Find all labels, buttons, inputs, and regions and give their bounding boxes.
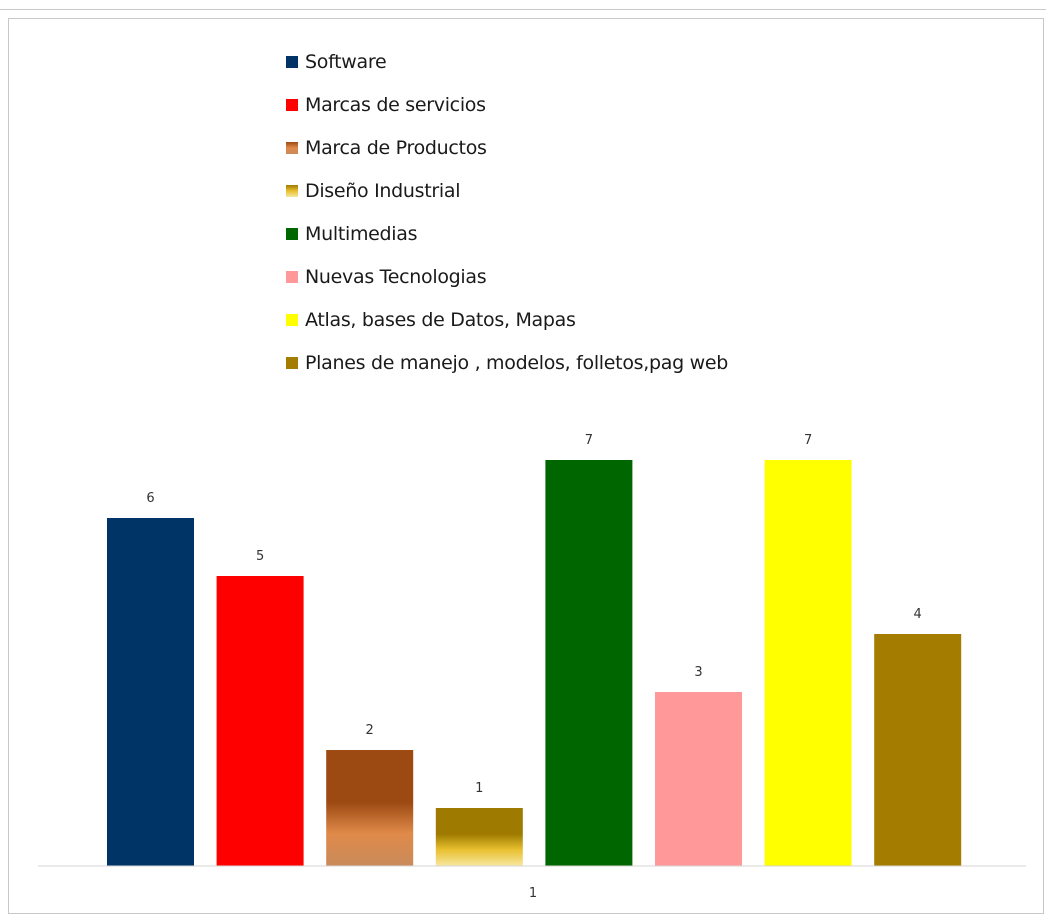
bars-group <box>107 460 962 866</box>
bar <box>545 460 633 866</box>
bar-data-label: 2 <box>366 723 374 738</box>
legend-swatch <box>286 356 298 369</box>
bar-data-label: 7 <box>804 433 812 448</box>
legend-item: Nuevas Tecnologias <box>286 255 728 298</box>
legend-label: Software <box>305 50 387 73</box>
bar-data-label: 1 <box>475 781 483 796</box>
bar <box>107 518 194 866</box>
legend-item: Software <box>286 40 728 83</box>
legend-label: Nuevas Tecnologias <box>305 265 487 288</box>
bar <box>326 750 414 866</box>
legend-swatch <box>286 270 298 283</box>
bar <box>216 576 304 866</box>
sheet-top-rule <box>0 9 1046 10</box>
legend-label: Marca de Productos <box>305 136 487 159</box>
legend-item: Diseño Industrial <box>286 169 728 212</box>
legend-swatch <box>286 313 298 326</box>
legend-swatch <box>286 141 298 154</box>
legend-swatch <box>286 227 298 240</box>
legend-swatch <box>286 184 298 197</box>
chart-legend: Software Marcas de servicios Marca de Prod… <box>286 40 728 384</box>
legend-item: Marcas de servicios <box>286 83 728 126</box>
legend-item: Atlas, bases de Datos, Mapas <box>286 298 728 341</box>
bar-data-label: 3 <box>694 665 702 680</box>
legend-label: Marcas de servicios <box>305 93 486 116</box>
legend-label: Multimedias <box>305 222 418 245</box>
legend-item: Marca de Productos <box>286 126 728 169</box>
legend-label: Diseño Industrial <box>305 179 461 202</box>
bar-data-label: 7 <box>585 433 593 448</box>
bar <box>435 808 523 866</box>
legend-item: Planes de manejo , modelos, folletos,pag… <box>286 341 728 384</box>
bar <box>874 634 962 866</box>
x-category-label: 1 <box>529 886 537 901</box>
legend-swatch <box>286 55 298 68</box>
bar-data-label: 6 <box>146 491 154 506</box>
legend-swatch <box>286 98 298 111</box>
bar <box>655 692 742 866</box>
legend-label: Planes de manejo , modelos, folletos,pag… <box>305 351 728 374</box>
bar-data-label: 4 <box>914 607 922 622</box>
data-labels-group: 6 5 2 1 7 3 7 4 <box>146 433 921 796</box>
legend-label: Atlas, bases de Datos, Mapas <box>305 308 576 331</box>
bar-data-label: 5 <box>256 549 264 564</box>
bar <box>764 460 852 866</box>
legend-item: Multimedias <box>286 212 728 255</box>
